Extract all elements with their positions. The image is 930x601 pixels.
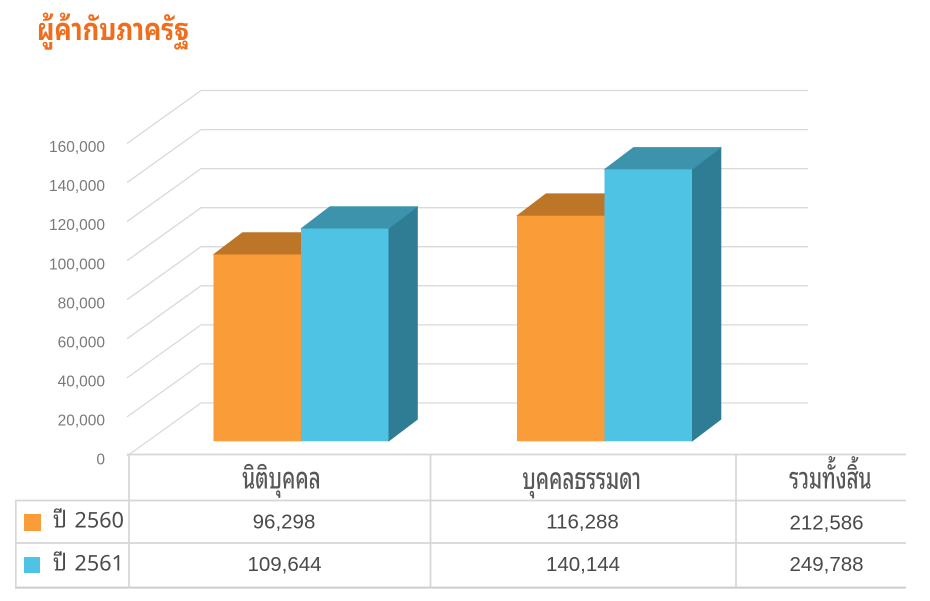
svg-text:140,000: 140,000 — [49, 178, 105, 195]
svg-text:96,298: 96,298 — [253, 511, 316, 534]
svg-text:116,288: 116,288 — [546, 511, 619, 534]
svg-text:160,000: 160,000 — [49, 139, 105, 156]
svg-text:120,000: 120,000 — [49, 217, 105, 234]
svg-text:0: 0 — [96, 452, 105, 469]
svg-text:60,000: 60,000 — [58, 334, 106, 351]
svg-text:212,586: 212,586 — [789, 512, 863, 535]
svg-text:109,644: 109,644 — [247, 553, 321, 576]
svg-text:249,788: 249,788 — [789, 553, 863, 576]
svg-text:80,000: 80,000 — [58, 295, 106, 312]
svg-text:140,144: 140,144 — [546, 553, 620, 576]
svg-text:40,000: 40,000 — [58, 373, 106, 390]
svg-text:100,000: 100,000 — [49, 256, 105, 273]
svg-text:20,000: 20,000 — [58, 413, 106, 430]
